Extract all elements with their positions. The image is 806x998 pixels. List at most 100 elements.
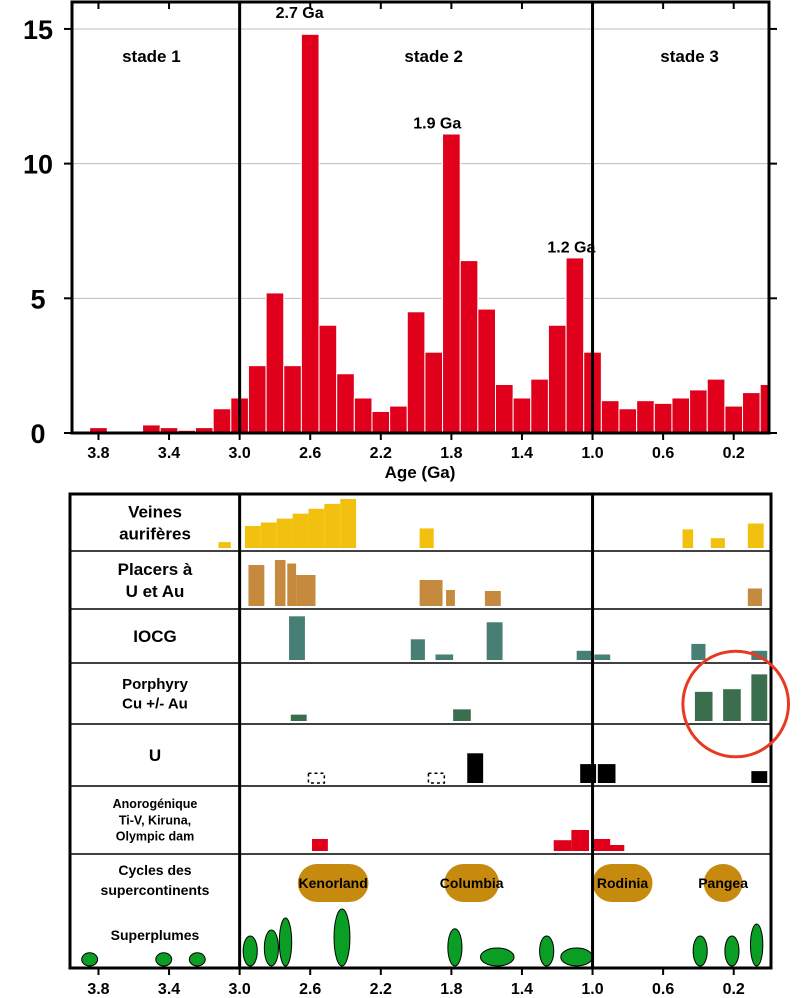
stage-labels: stade 1 stade 2 stade 3: [122, 47, 719, 66]
x-tick-label: 2.6: [299, 981, 321, 998]
histogram-bar: [600, 400, 620, 434]
histogram-bar: [565, 257, 585, 434]
highlight-ellipse: [681, 649, 791, 759]
deposit-bar: [311, 839, 328, 851]
histogram-bar: [336, 373, 355, 434]
x-tick-label: 1.8: [440, 981, 462, 998]
deposit-bar: [682, 529, 694, 548]
x-tick-label: 0.2: [723, 981, 745, 998]
histogram-bar: [459, 260, 479, 434]
superplume: [539, 935, 555, 967]
row-label: Anorogénique: [113, 797, 198, 811]
histogram-bar: [265, 292, 285, 434]
deposit-bar: [606, 845, 625, 851]
deposit-bar: [218, 542, 231, 548]
deposit-bar: [296, 575, 316, 606]
histogram-bar: [512, 397, 532, 434]
deposit-bar: [723, 689, 741, 721]
peak-annotation: 1.2 Ga: [547, 240, 595, 257]
histogram-bar: [424, 351, 444, 434]
histogram-bar: [300, 33, 320, 434]
deposit-bar-dashed: [427, 772, 446, 784]
x-tick-label: 3.4: [158, 445, 180, 462]
histogram-bar: [212, 408, 232, 434]
x-tick-label: 1.8: [440, 445, 462, 462]
superplume: [692, 935, 708, 967]
superplume: [447, 928, 463, 967]
superplume: [560, 947, 594, 967]
row-label: Cycles des: [118, 862, 191, 878]
deposit-bar: [694, 691, 713, 721]
deposit-bar: [446, 590, 455, 606]
deposit-bar: [287, 563, 297, 606]
peak-annotations: 2.7 Ga 1.9 Ga 1.2 Ga: [276, 5, 596, 256]
row-label: Veines: [128, 502, 182, 521]
peak-annotation: 2.7 Ga: [276, 5, 324, 22]
deposit-bar: [484, 591, 501, 606]
superplume: [333, 908, 351, 967]
histogram-x-axis-title: Age (Ga): [385, 463, 456, 482]
x-tick-label: 3.8: [87, 445, 109, 462]
deposit-bar: [435, 654, 454, 660]
y-tick-label: 10: [23, 150, 53, 180]
x-tick-label: 1.0: [581, 981, 603, 998]
deposit-bar-dashed: [307, 772, 326, 784]
x-tick-label: 3.4: [158, 981, 180, 998]
deposit-rows: [218, 499, 768, 851]
deposit-bar: [594, 654, 611, 660]
histogram-panel: 0 5 10 15 3.8 3.4 3.0 2.6 2.2 1.8 1.4 1.0 0.6 0.2 Ag…: [23, 0, 777, 482]
y-tick-label: 0: [30, 419, 45, 449]
stage-label: stade 1: [122, 47, 181, 66]
histogram-bar: [371, 410, 391, 434]
deposit-bar: [467, 753, 484, 783]
x-tick-label: 0.6: [652, 445, 674, 462]
superplume: [155, 952, 173, 967]
deposit-bar: [751, 674, 768, 721]
deposit-bar: [248, 565, 265, 606]
deposit-bar: [747, 523, 764, 548]
deposit-bar: [592, 839, 611, 851]
superplume: [749, 923, 764, 967]
deposit-bar: [324, 503, 341, 548]
row-label: aurifères: [119, 525, 191, 544]
supercontinent-label: Kenorland: [299, 875, 368, 891]
row-label: U: [149, 746, 161, 765]
histogram-bar: [742, 392, 761, 434]
deposit-bar: [419, 528, 434, 548]
histogram-bar: [247, 365, 267, 434]
row-label: U et Au: [126, 582, 185, 601]
x-tick-label: 3.0: [229, 445, 251, 462]
row-label: Superplumes: [111, 927, 200, 943]
deposit-bar: [486, 622, 503, 660]
y-tick-label: 5: [30, 284, 45, 314]
histogram-bar: [706, 378, 726, 434]
supercontinent-pill: [592, 864, 653, 902]
y-tick-label: 15: [23, 15, 53, 45]
deposit-bar: [260, 522, 277, 548]
superplume: [724, 935, 740, 967]
stage-label: stade 3: [660, 47, 719, 66]
superplume: [81, 952, 99, 967]
supercontinent-label: Pangea: [698, 875, 748, 891]
x-tick-label: 1.0: [581, 445, 603, 462]
superplumes-row: [81, 908, 764, 967]
deposit-bar: [453, 709, 471, 721]
row-label: supercontinents: [101, 882, 210, 898]
row-label: Placers à: [118, 560, 193, 579]
histogram-bar: [636, 400, 655, 434]
histogram-bar: [406, 311, 426, 434]
histogram-y-gridlines: [72, 28, 769, 299]
superplume: [278, 917, 293, 967]
supercontinent-pill: [444, 864, 500, 902]
deposit-bar: [308, 508, 325, 548]
x-tick-label: 0.6: [652, 981, 674, 998]
x-tick-label: 0.2: [723, 445, 745, 462]
x-tick-label: 1.4: [511, 981, 533, 998]
superplume: [188, 952, 206, 967]
deposit-bar: [576, 650, 593, 660]
histogram-bar: [283, 365, 302, 434]
x-tick-label: 2.6: [299, 445, 321, 462]
x-tick-label: 3.0: [229, 981, 251, 998]
row-label: Ti-V, Kiruna,: [119, 813, 191, 827]
